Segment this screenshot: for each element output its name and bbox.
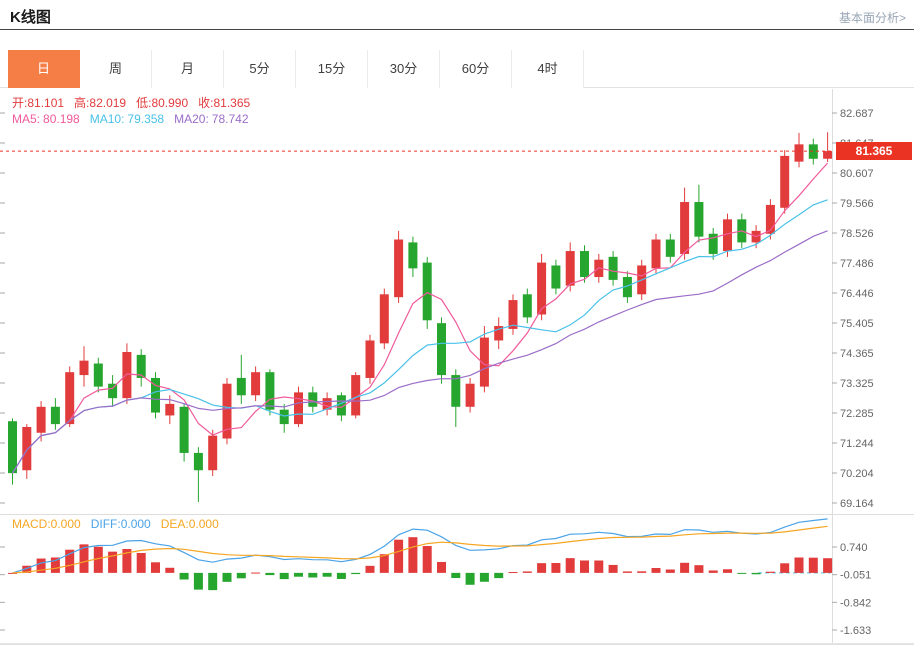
- tab-4时[interactable]: 4时: [512, 50, 584, 88]
- ma20-label: MA20:: [174, 112, 209, 126]
- close-value: 81.365: [213, 96, 251, 110]
- tab-5分[interactable]: 5分: [224, 50, 296, 88]
- ma10-value: 79.358: [127, 112, 165, 126]
- svg-text:-0.051: -0.051: [840, 570, 871, 582]
- svg-text:73.325: 73.325: [840, 378, 874, 390]
- diff-label: DIFF:: [90, 517, 121, 531]
- svg-text:74.365: 74.365: [840, 348, 874, 360]
- tab-60分[interactable]: 60分: [440, 50, 512, 88]
- high-label: 高:: [74, 96, 90, 110]
- low-label: 低:: [136, 96, 152, 110]
- tab-日[interactable]: 日: [8, 50, 80, 88]
- dea-label: DEA:: [160, 517, 189, 531]
- ma-legend: MA5: 80.198 MA10: 79.358 MA20: 78.742: [12, 112, 249, 126]
- page-title: K线图: [10, 9, 51, 26]
- ma5-label: MA5:: [12, 112, 41, 126]
- svg-text:71.244: 71.244: [840, 438, 874, 450]
- svg-text:76.446: 76.446: [840, 288, 874, 300]
- tab-15分[interactable]: 15分: [296, 50, 368, 88]
- svg-text:75.405: 75.405: [840, 318, 874, 330]
- tab-周[interactable]: 周: [80, 50, 152, 88]
- macd-value: 0.000: [50, 517, 81, 531]
- svg-text:-1.633: -1.633: [840, 625, 871, 637]
- svg-text:79.566: 79.566: [840, 198, 874, 210]
- close-label: 收:: [198, 96, 214, 110]
- svg-text:80.607: 80.607: [840, 168, 874, 180]
- ma20-value: 78.742: [211, 112, 249, 126]
- open-value: 81.101: [27, 96, 65, 110]
- svg-text:82.687: 82.687: [840, 108, 874, 120]
- macd-label: MACD:: [12, 517, 51, 531]
- dea-value: 0.000: [188, 517, 219, 531]
- interval-tabs: 日周月 5分 15分 30分 60分 4时: [0, 50, 914, 88]
- svg-text:0.740: 0.740: [840, 542, 868, 554]
- svg-text:72.285: 72.285: [840, 408, 874, 420]
- macd-legend: MACD:0.000 DIFF:0.000 DEA:0.000: [12, 517, 219, 531]
- diff-value: 0.000: [120, 517, 151, 531]
- svg-text:78.526: 78.526: [840, 228, 874, 240]
- tab-30分[interactable]: 30分: [368, 50, 440, 88]
- fundamental-analysis-link[interactable]: 基本面分析>: [838, 11, 906, 25]
- low-value: 80.990: [151, 96, 189, 110]
- svg-text:-0.842: -0.842: [840, 597, 871, 609]
- current-price-tag: 81.365: [836, 142, 912, 161]
- svg-text:70.204: 70.204: [840, 468, 874, 480]
- page-header: K线图 基本面分析>: [0, 0, 914, 30]
- tab-月[interactable]: 月: [152, 50, 224, 88]
- svg-text:77.486: 77.486: [840, 258, 874, 270]
- ohlc-legend: 开:81.101 高:82.019 低:80.990 收:81.365: [12, 94, 250, 111]
- svg-text:69.164: 69.164: [840, 498, 874, 510]
- ma5-value: 80.198: [43, 112, 80, 126]
- ma10-label: MA10:: [89, 112, 125, 126]
- kline-chart-canvas[interactable]: 82.68781.64780.60779.56678.52677.48676.4…: [0, 89, 914, 645]
- high-value: 82.019: [89, 96, 127, 110]
- open-label: 开:: [12, 96, 28, 110]
